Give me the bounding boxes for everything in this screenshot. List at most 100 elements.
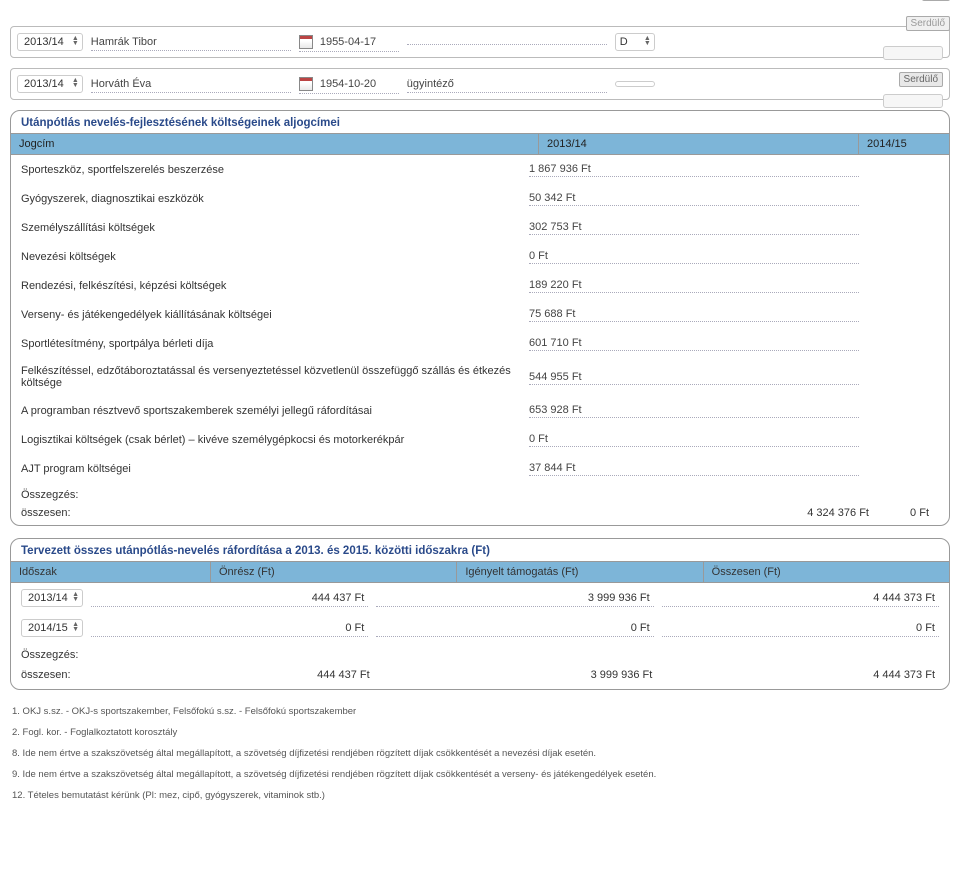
footnote: 12. Tételes bemutatást kérünk (Pl: mez, … — [12, 790, 948, 801]
summary-block: Összegzés: összesen: 4 324 376 Ft 0 Ft — [11, 483, 949, 525]
cost-row: Sporteszköz, sportfelszerelés beszerzése… — [11, 155, 949, 184]
header-total: Összesen (Ft) — [704, 562, 949, 582]
category-select[interactable] — [615, 81, 655, 87]
cost-label: A programban résztvevő sportszakemberek … — [21, 405, 529, 417]
role-field[interactable]: ügyintéző — [407, 76, 607, 93]
spinner-arrows-icon[interactable]: ▲▼ — [644, 36, 651, 46]
panel-title: Tervezett összes utánpótlás-nevelés ráfo… — [11, 539, 949, 561]
spinner-arrows-icon[interactable]: ▲▼ — [72, 78, 79, 88]
header-year2: 2014/15 — [859, 134, 949, 154]
costs-table-header: Jogcím 2013/14 2014/15 — [11, 133, 949, 155]
planned-row: 2013/14 ▲▼ 444 437 Ft 3 999 936 Ft 4 444 373… — [11, 583, 949, 613]
cost-label: Személyszállítási költségek — [21, 222, 529, 234]
footnote: 9. Ide nem értve a szakszövetség által m… — [12, 769, 948, 780]
planned-table-header: Időszak Önrész (Ft) Igényelt támogatás (… — [11, 561, 949, 583]
age-group-tag: Serdülő — [899, 72, 943, 87]
summary-total-y1: 4 324 376 Ft — [759, 507, 879, 519]
footnote: 8. Ide nem értve a szakszövetség által m… — [12, 748, 948, 759]
spinner-arrows-icon[interactable]: ▲▼ — [72, 622, 79, 632]
cost-value-y1[interactable]: 1 867 936 Ft — [529, 162, 859, 177]
planned-requested[interactable]: 0 Ft — [376, 620, 653, 637]
header-jogcim: Jogcím — [11, 134, 539, 154]
panel-title: Utánpótlás nevelés-fejlesztésének költsé… — [11, 111, 949, 133]
summary-v3: 4 444 373 Ft — [664, 667, 939, 683]
footnote: 2. Fogl. kor. - Foglalkoztatott korosztá… — [12, 727, 948, 738]
birthdate-field[interactable]: 1954-10-20 — [299, 75, 399, 94]
person-name[interactable]: Horváth Éva — [91, 76, 291, 93]
planned-panel: Tervezett összes utánpótlás-nevelés ráfo… — [10, 538, 950, 690]
season-value: 2013/14 — [24, 36, 64, 48]
cost-row: AJT program költségei37 844 Ft — [11, 454, 949, 483]
cost-row: Logisztikai költségek (csak bérlet) – ki… — [11, 425, 949, 454]
age-group-tag: U13 — [922, 0, 950, 1]
cost-row: Rendezési, felkészítési, képzési költség… — [11, 271, 949, 300]
season-value: 2013/14 — [24, 78, 64, 90]
summary-row: összesen: 4 324 376 Ft 0 Ft — [21, 507, 939, 519]
planned-row: 2014/15 ▲▼ 0 Ft 0 Ft 0 Ft — [11, 613, 949, 643]
cost-value-y1[interactable]: 50 342 Ft — [529, 191, 859, 206]
header-year1: 2013/14 — [539, 134, 859, 154]
calendar-icon[interactable] — [299, 77, 313, 91]
cost-value-y1[interactable]: 0 Ft — [529, 432, 859, 447]
cost-row: Személyszállítási költségek302 753 Ft — [11, 213, 949, 242]
cost-row: Sportlétesítmény, sportpálya bérleti díj… — [11, 329, 949, 358]
season-spinner[interactable]: 2013/14 ▲▼ — [21, 589, 83, 607]
season-spinner[interactable]: 2014/15 ▲▼ — [21, 619, 83, 637]
planned-total[interactable]: 4 444 373 Ft — [662, 590, 939, 607]
cost-value-y1[interactable]: 189 220 Ft — [529, 278, 859, 293]
cost-row: Nevezési költségek0 Ft — [11, 242, 949, 271]
cost-label: Nevezési költségek — [21, 251, 529, 263]
cost-label: Logisztikai költségek (csak bérlet) – ki… — [21, 434, 529, 446]
cost-row: Felkészítéssel, edzőtáboroztatással és v… — [11, 358, 949, 396]
person-row: 2013/14 ▲▼ Horváth Éva 1954-10-20 ügyint… — [10, 68, 950, 100]
season-value: 2014/15 — [28, 622, 68, 634]
cost-label: Rendezési, felkészítési, képzési költség… — [21, 280, 529, 292]
cost-label: Felkészítéssel, edzőtáboroztatással és v… — [21, 365, 529, 389]
tag-dropdown[interactable] — [883, 94, 943, 108]
cost-row: A programban résztvevő sportszakemberek … — [11, 396, 949, 425]
header-ownshare: Önrész (Ft) — [211, 562, 457, 582]
planned-ownshare[interactable]: 0 Ft — [91, 620, 368, 637]
cost-value-y1[interactable]: 75 688 Ft — [529, 307, 859, 322]
cost-value-y1[interactable]: 544 955 Ft — [529, 370, 859, 385]
person-name[interactable]: Hamrák Tibor — [91, 34, 291, 51]
season-spinner[interactable]: 2013/14 ▲▼ — [17, 33, 83, 51]
cost-label: Gyógyszerek, diagnosztikai eszközök — [21, 193, 529, 205]
cost-value-y1[interactable]: 0 Ft — [529, 249, 859, 264]
summary-total-label: összesen: — [21, 507, 759, 519]
category-select[interactable]: D ▲▼ — [615, 33, 655, 51]
summary-total-y2: 0 Ft — [879, 507, 939, 519]
summary-v1: 444 437 Ft — [99, 667, 374, 683]
tag-dropdown[interactable] — [883, 46, 943, 60]
tag-area: Serdülő — [873, 70, 943, 98]
planned-total[interactable]: 0 Ft — [662, 620, 939, 637]
person-row: 2013/14 ▲▼ Hamrák Tibor 1955-04-17 D ▲▼ — [10, 26, 950, 58]
season-value: 2013/14 — [28, 592, 68, 604]
tag-area — [873, 28, 943, 56]
cost-value-y1[interactable]: 653 928 Ft — [529, 403, 859, 418]
planned-ownshare[interactable]: 444 437 Ft — [91, 590, 368, 607]
cost-label: AJT program költségei — [21, 463, 529, 475]
cost-value-y1[interactable]: 601 710 Ft — [529, 336, 859, 351]
summary-total-label: összesen: — [21, 669, 91, 681]
costs-panel: Utánpótlás nevelés-fejlesztésének költsé… — [10, 110, 950, 526]
header-requested: Igényelt támogatás (Ft) — [457, 562, 703, 582]
cost-value-y1[interactable]: 37 844 Ft — [529, 461, 859, 476]
spinner-arrows-icon[interactable]: ▲▼ — [72, 592, 79, 602]
cost-label: Sportlétesítmény, sportpálya bérleti díj… — [21, 338, 529, 350]
summary-v2: 3 999 936 Ft — [382, 667, 657, 683]
planned-requested[interactable]: 3 999 936 Ft — [376, 590, 653, 607]
header-period: Időszak — [11, 562, 211, 582]
season-spinner[interactable]: 2013/14 ▲▼ — [17, 75, 83, 93]
summary-label: Összegzés: — [21, 649, 939, 661]
footnotes: 1. OKJ s.sz. - OKJ-s sportszakember, Fel… — [10, 702, 950, 815]
calendar-icon[interactable] — [299, 35, 313, 49]
summary-row: összesen: 444 437 Ft 3 999 936 Ft 4 444 … — [21, 667, 939, 683]
cost-value-y1[interactable]: 302 753 Ft — [529, 220, 859, 235]
cost-label: Verseny- és játékengedélyek kiállításána… — [21, 309, 529, 321]
birthdate-field[interactable]: 1955-04-17 — [299, 33, 399, 52]
spinner-arrows-icon[interactable]: ▲▼ — [72, 36, 79, 46]
cost-row: Verseny- és játékengedélyek kiállításána… — [11, 300, 949, 329]
role-field[interactable] — [407, 40, 607, 45]
footnote: 1. OKJ s.sz. - OKJ-s sportszakember, Fel… — [12, 706, 948, 717]
